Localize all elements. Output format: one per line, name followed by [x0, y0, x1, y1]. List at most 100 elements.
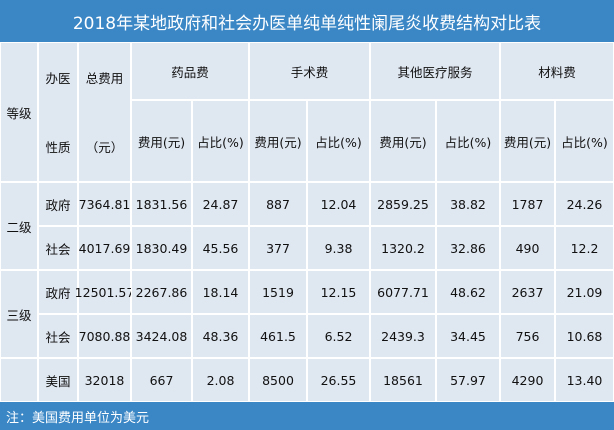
value-cell: 48.36: [192, 314, 249, 358]
cell-text: 2.08: [206, 372, 235, 388]
level-cell: 三级: [0, 270, 38, 358]
cell-text: 1830.49: [135, 240, 188, 256]
footnote: 注：美国费用单位为美元: [0, 402, 614, 430]
cell-text: 费用(元): [254, 134, 302, 150]
cell-text: 461.5: [260, 328, 296, 344]
type-cell: 政府: [38, 270, 78, 314]
cell-text: 社会: [45, 329, 71, 345]
cell-text: 等级: [6, 105, 32, 121]
cell-text: 34.45: [450, 328, 486, 344]
cell-text: 24.26: [566, 196, 603, 212]
value-cell: 24.87: [192, 182, 249, 226]
cell-text: 政府: [45, 197, 71, 213]
cell-text: 8500: [262, 372, 294, 388]
cell-text: 费用(元): [137, 134, 186, 150]
cell-text: 756: [515, 328, 540, 344]
level-cell: 二级: [0, 182, 38, 270]
value-cell: 18561: [370, 358, 436, 402]
cell-text: 18561: [383, 372, 423, 388]
value-cell: 32018: [78, 358, 131, 402]
value-cell: 48.62: [436, 270, 500, 314]
value-cell: 1320.2: [370, 226, 436, 270]
group-header: 其他医疗服务: [370, 42, 500, 100]
cell-text: 占比(%): [197, 134, 244, 150]
value-cell: 1787: [500, 182, 555, 226]
cell-text: 三级: [6, 307, 32, 323]
cell-text: 手术费: [290, 64, 329, 80]
cell-text: 占比(%): [315, 134, 362, 150]
value-cell: 6.52: [307, 314, 370, 358]
sub-header: 占比(%): [307, 100, 370, 182]
cell-text: 12.04: [320, 196, 357, 212]
group-header: 药品费: [131, 42, 249, 100]
value-cell: 18.14: [192, 270, 249, 314]
cell-text: 总费用: [85, 71, 124, 86]
cell-text: 12.15: [320, 284, 357, 300]
value-cell: 2267.86: [131, 270, 192, 314]
value-cell: 45.56: [192, 226, 249, 270]
cell-text: 12.2: [570, 240, 599, 256]
sub-header: 占比(%): [436, 100, 500, 182]
table-title: 2018年某地政府和社会办医单纯单纯性阑尾炎收费结构对比表: [0, 0, 614, 42]
type-cell: 政府: [38, 182, 78, 226]
header-cell: 总费用 （元）: [78, 42, 131, 182]
cell-text: 32018: [84, 372, 125, 388]
cell-text: （元）: [85, 140, 124, 155]
cell-text: 4290: [511, 372, 544, 388]
cell-text: 48.62: [450, 284, 486, 300]
cell-text: 21.09: [566, 284, 603, 300]
group-header: 手术费: [249, 42, 370, 100]
value-cell: 9.38: [307, 226, 370, 270]
value-cell: 12.2: [555, 226, 614, 270]
cell-text: 3424.08: [135, 328, 188, 344]
value-cell: 12501.57: [75, 270, 134, 314]
cell-text: 1519: [262, 284, 294, 300]
cell-text: 占比(%): [561, 134, 608, 150]
cell-text: 6.52: [324, 328, 353, 344]
type-cell: 社会: [38, 314, 78, 358]
value-cell: 34.45: [436, 314, 500, 358]
sub-header: 费用(元): [500, 100, 555, 182]
value-cell: 887: [249, 182, 307, 226]
header-cell: 等级: [0, 42, 38, 182]
sub-header: 费用(元): [131, 100, 192, 182]
cell-text: 7364.81: [78, 196, 131, 212]
sub-header: 费用(元): [249, 100, 307, 182]
cell-text: 占比(%): [444, 134, 492, 150]
cell-text: 1787: [511, 196, 544, 212]
value-cell: 6077.71: [370, 270, 436, 314]
value-cell: 12.15: [307, 270, 370, 314]
cell-text: 社会: [45, 241, 71, 257]
cell-text: 2267.86: [135, 284, 188, 300]
cell-text: 药品费: [171, 64, 209, 80]
cell-text: 6077.71: [377, 284, 429, 300]
cell-text: 2439.3: [381, 328, 425, 344]
value-cell: 32.86: [436, 226, 500, 270]
cell-text: 24.87: [202, 196, 239, 212]
cell-text: 9.38: [324, 240, 353, 256]
cell-text: 美国: [45, 373, 71, 389]
cell-text: 7080.88: [78, 328, 131, 344]
cell-text: 性质: [45, 140, 71, 155]
value-cell: 13.40: [555, 358, 614, 402]
value-cell: 1519: [249, 270, 307, 314]
cell-text: 377: [266, 240, 290, 256]
sub-header: 占比(%): [192, 100, 249, 182]
value-cell: 2439.3: [370, 314, 436, 358]
cell-text: 490: [515, 240, 540, 256]
value-cell: 1831.56: [131, 182, 192, 226]
cell-text: 费用(元): [379, 134, 427, 150]
value-cell: 3424.08: [131, 314, 192, 358]
level-cell: [0, 358, 38, 402]
sub-header: 费用(元): [370, 100, 436, 182]
cell-text: 57.97: [450, 372, 486, 388]
sub-header: 占比(%): [555, 100, 614, 182]
type-cell: 美国: [38, 358, 78, 402]
cell-text: 材料费: [538, 64, 576, 80]
value-cell: 461.5: [249, 314, 307, 358]
value-cell: 1830.49: [131, 226, 192, 270]
cell-text: 667: [149, 372, 174, 388]
value-cell: 756: [500, 314, 555, 358]
cell-text: 38.82: [450, 196, 486, 212]
